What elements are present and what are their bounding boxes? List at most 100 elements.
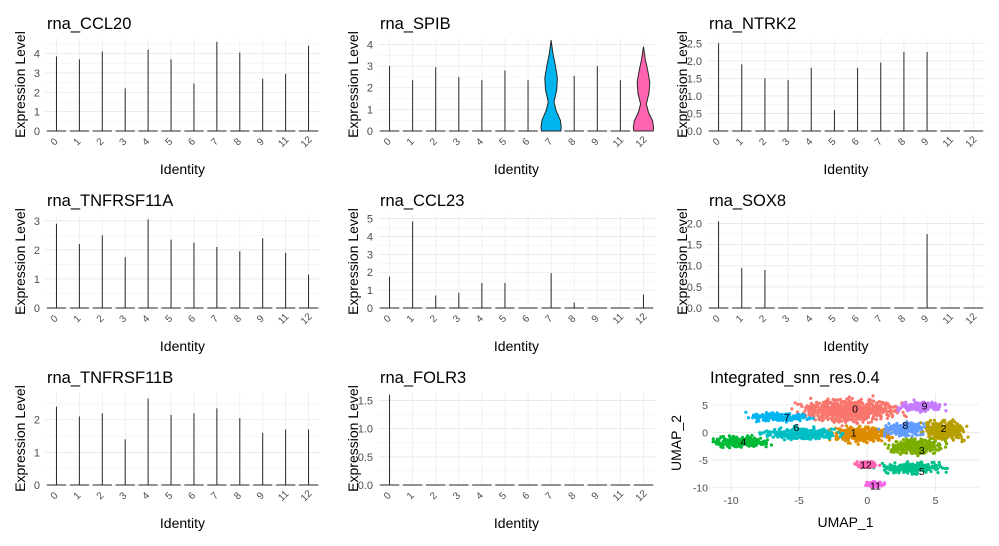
umap-point: [914, 405, 918, 409]
umap-point: [899, 425, 903, 430]
umap-point: [852, 404, 856, 408]
umap-point: [848, 399, 853, 404]
umap-point: [816, 413, 820, 418]
umap-point: [886, 471, 890, 475]
x-tick-label: 4: [474, 490, 486, 502]
umap-point: [883, 442, 887, 446]
umap-point: [857, 404, 861, 408]
umap-point: [946, 431, 951, 435]
umap-point: [935, 425, 940, 429]
panel-title: rna_SOX8: [709, 192, 786, 210]
umap-point: [795, 414, 799, 418]
umap-point: [904, 464, 908, 468]
x-tick-label: 6: [850, 136, 862, 148]
umap-point: [744, 436, 748, 440]
y-tick-label: 0.5: [687, 282, 702, 294]
umap-point: [909, 429, 913, 433]
panel-folr3: 0.00.51.01.50 1 2 3 4 5 6 7 8 9 11 12rna_FOLR3Ident…: [345, 369, 655, 531]
umap-point: [894, 428, 898, 432]
umap-point: [917, 406, 921, 411]
umap-point: [835, 418, 839, 422]
umap-point: [918, 410, 923, 414]
umap-point: [880, 410, 884, 414]
umap-point: [755, 420, 759, 424]
umap-point: [937, 460, 941, 465]
umap-point: [916, 461, 920, 465]
umap-point: [863, 414, 868, 418]
umap-point: [826, 412, 830, 416]
umap-point: [785, 415, 790, 419]
x-tick-label: 12: [964, 134, 980, 150]
umap-point: [861, 438, 865, 442]
umap-point: [902, 413, 907, 417]
x-tick-label: 3: [451, 490, 463, 502]
umap-point: [920, 466, 924, 470]
umap-point: [848, 441, 852, 445]
umap-point: [923, 438, 928, 442]
x-tick-label: 8: [567, 490, 579, 502]
cluster-label-8: 8: [903, 420, 909, 432]
umap-point: [896, 450, 900, 454]
x-tick-label: 0: [382, 490, 394, 502]
x-tick-label: 8: [896, 136, 908, 148]
umap-point: [921, 432, 925, 436]
cluster-label-2: 2: [941, 423, 947, 435]
umap-point: [936, 471, 940, 475]
umap-point: [868, 402, 872, 406]
x-tick-label: 7: [209, 136, 221, 148]
umap-point: [777, 427, 782, 432]
umap-point: [883, 409, 887, 413]
umap-point: [794, 416, 798, 420]
umap-point: [870, 432, 874, 437]
umap-point: [855, 431, 859, 435]
umap-point: [744, 410, 748, 414]
umap-point: [764, 414, 769, 418]
y-tick-label: 0: [34, 480, 40, 492]
umap-point: [896, 406, 900, 410]
umap-point: [885, 428, 889, 432]
umap-point: [721, 442, 725, 446]
umap-point: [835, 414, 839, 418]
umap-point: [886, 410, 890, 414]
umap-cluster-11: [864, 480, 887, 490]
cluster-label-11: 11: [870, 480, 881, 492]
umap-point: [834, 435, 838, 439]
y-tick-label: 0: [34, 303, 40, 315]
umap-point: [862, 404, 867, 409]
umap-point: [919, 426, 923, 430]
x-tick-label: 5: [497, 313, 509, 325]
x-tick-label: 0: [382, 313, 394, 325]
x-tick-label: 0: [711, 313, 723, 325]
umap-point: [721, 439, 725, 443]
umap-point: [845, 408, 849, 412]
y-axis-title: Expression Level: [12, 385, 28, 492]
umap-point: [758, 436, 763, 440]
umap-point: [807, 416, 812, 420]
umap-point: [820, 411, 825, 415]
umap-point: [890, 415, 894, 419]
umap-point: [748, 441, 753, 445]
umap-point: [803, 409, 807, 413]
umap-point: [950, 430, 954, 434]
umap-point: [865, 406, 870, 410]
umap-point: [761, 441, 765, 446]
umap-point: [846, 438, 851, 442]
umap-point: [847, 431, 851, 435]
cluster-label-7: 7: [784, 412, 790, 424]
umap-point: [783, 412, 787, 416]
umap-point: [923, 451, 927, 455]
x-tick-label: 5: [163, 136, 175, 148]
umap-point: [890, 409, 894, 413]
umap-point: [930, 428, 934, 432]
x-tick-label: 12: [634, 134, 650, 150]
y-tick-label: 0: [367, 126, 373, 138]
umap-point: [855, 460, 859, 464]
umap-point: [932, 436, 936, 440]
x-tick-label: 6: [186, 136, 198, 148]
umap-point: [767, 431, 771, 435]
umap-point: [771, 435, 775, 439]
umap-point: [728, 435, 732, 439]
x-tick-label: 0: [49, 313, 61, 325]
x-tick-label: 8: [896, 313, 908, 325]
y-tick-label: 2: [367, 83, 373, 95]
